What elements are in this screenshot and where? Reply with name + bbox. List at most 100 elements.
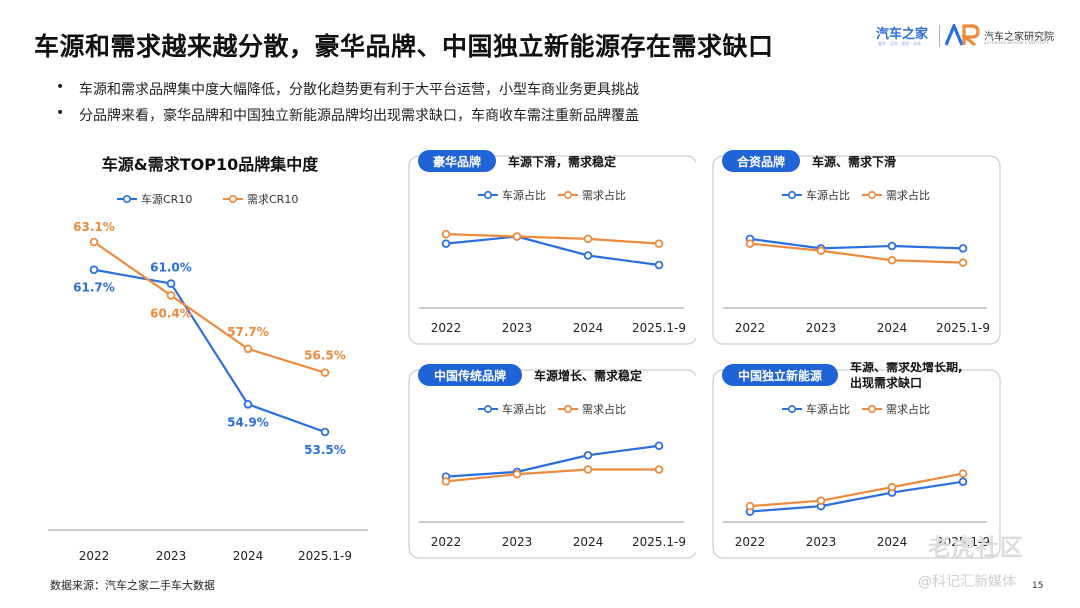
data-point — [654, 441, 664, 451]
data-point — [583, 450, 593, 460]
bullet-text: 分品牌来看，豪华品牌和中国独立新能源品牌均出现需求缺口，车商收车需注重新品牌覆盖 — [79, 108, 639, 124]
x-tick-label: 2025.1-9 — [298, 549, 352, 563]
data-point — [583, 234, 593, 244]
series-line — [445, 468, 659, 483]
series-line — [93, 241, 326, 374]
legend-label: 车源CR10 — [141, 192, 192, 206]
panel-tag: 合资品牌 — [737, 154, 785, 169]
data-point — [320, 368, 330, 377]
logo-divider — [939, 25, 940, 47]
x-tick-label: 2025.1-9 — [632, 535, 686, 549]
panel-note: 车源、需求下滑 — [812, 154, 896, 169]
bullet-text: 车源和需求品牌集中度大幅降低，分散化趋势更有利于大平台运营，小型车商业务更具挑战 — [79, 82, 639, 98]
panel-tag: 豪华品牌 — [433, 154, 481, 169]
panel-note: 车源增长、需求稳定 — [534, 368, 642, 383]
x-tick-label: 2023 — [806, 321, 837, 335]
x-tick-label: 2024 — [573, 321, 604, 335]
data-point — [745, 239, 755, 248]
brand-logo: 汽车之家 看车 · 买车 · 用车 · 玩车 汽车之家研究院 AUTOHOME … — [870, 22, 1070, 50]
data-point — [441, 477, 451, 486]
data-point — [243, 399, 253, 409]
panel-tag-pill — [418, 364, 522, 386]
data-label: 53.5% — [304, 443, 346, 457]
x-tick-label: 2025.1-9 — [936, 321, 990, 335]
panel-note: 车源、需求处增长期, — [850, 362, 963, 374]
data-label: 61.0% — [150, 261, 192, 275]
legend-label: 车源占比 — [502, 402, 546, 416]
institute-name: 汽车之家研究院 — [984, 32, 1054, 43]
data-point — [887, 241, 897, 251]
data-point — [654, 465, 664, 474]
data-point — [89, 237, 99, 247]
legend-marker — [868, 190, 877, 199]
x-tick-label: 2025.1-9 — [632, 321, 686, 335]
data-point — [816, 246, 826, 256]
data-point — [958, 469, 968, 478]
x-tick-label: 2024 — [877, 321, 908, 335]
series-line — [445, 235, 660, 267]
legend-marker — [788, 190, 797, 199]
data-point — [166, 291, 176, 300]
x-tick-label: 2022 — [735, 535, 766, 549]
x-tick-label: 2023 — [806, 535, 837, 549]
x-tick-label: 2022 — [79, 549, 110, 563]
data-point — [512, 232, 522, 241]
data-point — [583, 465, 593, 474]
series-line — [749, 242, 964, 264]
data-label: 61.7% — [73, 281, 115, 295]
brand-tagline: 看车 · 买车 · 用车 · 玩车 — [878, 41, 922, 46]
legend-label: 需求占比 — [886, 402, 930, 416]
legend-label: 需求占比 — [582, 188, 626, 202]
data-point — [320, 427, 330, 437]
data-label: 56.5% — [304, 349, 346, 363]
data-point — [583, 251, 593, 260]
data-point — [958, 258, 968, 267]
data-point — [745, 501, 755, 511]
legend-marker — [564, 190, 573, 199]
data-label: 60.4% — [150, 306, 192, 320]
x-tick-label: 2022 — [735, 321, 766, 335]
watermark: @科记汇新媒体 — [918, 574, 1016, 590]
bullet-dot: • — [56, 79, 65, 95]
page-title: 车源和需求越来越分散，豪华品牌、中国独立新能源存在需求缺口 — [34, 32, 774, 61]
institute-english: AUTOHOME RESEARCH INSTITUTE — [984, 41, 1049, 45]
legend-label: 需求CR10 — [247, 193, 298, 206]
x-tick-label: 2024 — [573, 535, 604, 549]
series-line — [93, 268, 326, 434]
series-line — [749, 237, 964, 250]
x-tick-label: 2024 — [877, 535, 908, 549]
data-point — [512, 469, 522, 479]
brand-name: 汽车之家 — [876, 27, 929, 42]
legend-marker — [229, 194, 238, 203]
page-number: 15 — [1032, 581, 1044, 591]
data-point — [654, 260, 664, 270]
panel-note: 车源下滑，需求稳定 — [508, 154, 616, 169]
chart-title: 车源&需求TOP10品牌集中度 — [102, 155, 319, 174]
watermark: 老虎社区 — [928, 535, 1024, 561]
data-point — [958, 477, 968, 487]
x-tick-label: 2024 — [233, 549, 264, 563]
data-point — [89, 265, 99, 275]
panel-tag: 中国传统品牌 — [434, 368, 506, 383]
panel-tag-pill — [722, 150, 800, 172]
x-tick-label: 2023 — [502, 321, 533, 335]
legend-marker — [788, 404, 797, 413]
data-point — [441, 229, 451, 239]
ar-logo-icon — [945, 24, 980, 46]
legend-marker — [484, 404, 493, 413]
panel-frame — [408, 155, 696, 345]
x-tick-label: 2023 — [156, 549, 187, 563]
data-point — [441, 239, 451, 248]
bullet-dot: • — [56, 105, 65, 121]
series-line — [445, 444, 660, 478]
legend-marker — [123, 194, 132, 203]
panel-tag-pill — [418, 150, 496, 172]
legend-label: 需求占比 — [886, 188, 930, 202]
data-point — [816, 496, 826, 506]
data-point — [958, 244, 968, 253]
data-label: 54.9% — [227, 415, 269, 429]
